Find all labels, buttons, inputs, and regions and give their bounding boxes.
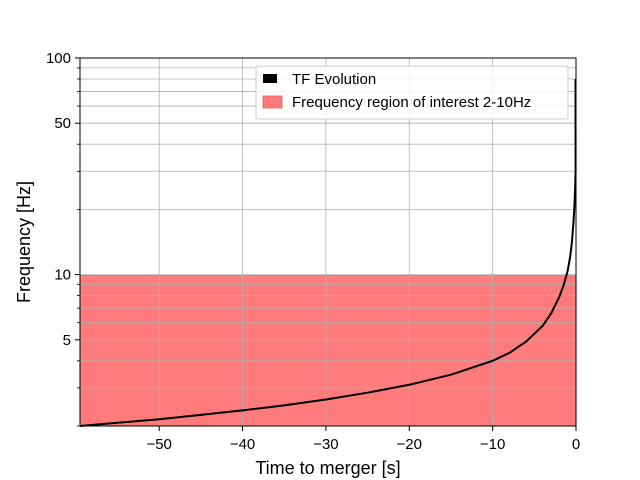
legend-label-region-of-interest: Frequency region of interest 2-10Hz — [292, 94, 531, 111]
x-tick-label: −30 — [313, 436, 338, 453]
axes-frame — [79, 57, 577, 427]
y-tick-label: 5 — [63, 332, 71, 349]
y-tick-label: 10 — [54, 267, 71, 284]
x-tick-label: −40 — [230, 436, 255, 453]
series-line-0 — [79, 171, 577, 427]
legend: TF Evolution Frequency region of interes… — [255, 65, 569, 120]
legend-label-tf-evolution: TF Evolution — [292, 71, 376, 88]
legend-swatch-region-of-interest — [262, 95, 283, 109]
y-tick-label: 50 — [54, 115, 71, 132]
shaded-region-0 — [80, 274, 576, 426]
x-tick-label: −50 — [146, 436, 171, 453]
x-tick-label: −20 — [397, 436, 422, 453]
legend-box — [255, 65, 569, 120]
y-axis-label: Frequency [Hz] — [14, 181, 34, 303]
x-tick-label: 0 — [572, 436, 580, 453]
axes-layer: −50 −40 −30 −20 −10 0 5 10 50 100 — [46, 50, 580, 453]
legend-swatch-tf-evolution — [263, 74, 277, 83]
x-tick-label: −10 — [480, 436, 505, 453]
x-axis-label: Time to merger [s] — [255, 458, 400, 478]
y-tick-label: 100 — [46, 50, 71, 67]
shaded-region-layer — [80, 274, 576, 426]
